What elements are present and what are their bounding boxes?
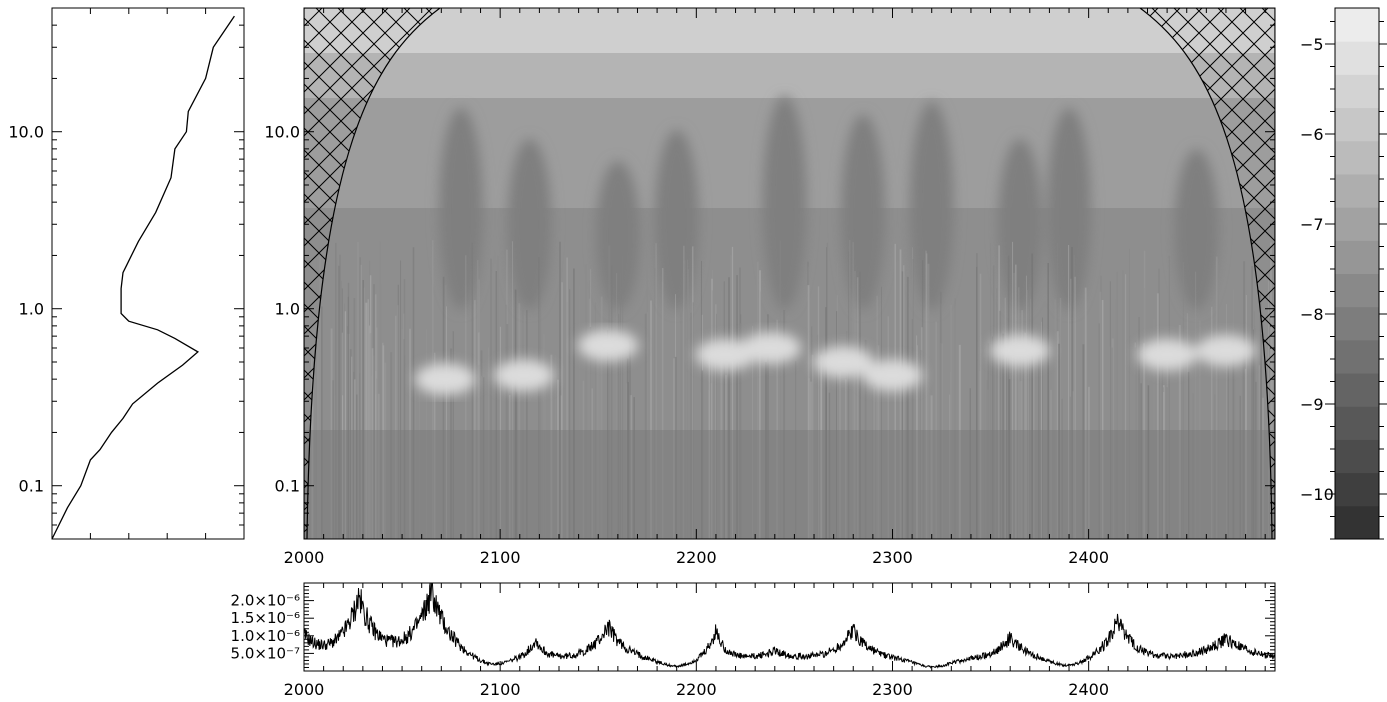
colorbar-level <box>1335 406 1379 440</box>
power-plume <box>997 138 1042 310</box>
cone-of-influence-right <box>1138 8 1275 539</box>
colorbar-level <box>1335 339 1379 374</box>
time-series-frame <box>303 582 1276 672</box>
power-bright-blob <box>862 359 923 392</box>
power-bright-blob <box>989 334 1050 367</box>
power-bright-blob <box>813 346 874 378</box>
power-bright-blob <box>578 329 639 362</box>
power-plume <box>595 160 640 310</box>
colorbar-tick-label: −7 <box>1300 215 1324 234</box>
wavelet-power-xtick-label: 2100 <box>480 548 521 567</box>
wavelet-power-frame <box>303 7 1276 540</box>
power-bright-blob <box>695 338 756 371</box>
colorbar-tick-label: −6 <box>1300 125 1324 144</box>
time-series-xtick-label: 2100 <box>480 680 521 699</box>
colorbar-level <box>1335 173 1379 208</box>
colorbar-level <box>1335 41 1379 75</box>
power-bright-blobs <box>415 329 1256 396</box>
global-spectrum-ytick-label: 0.1 <box>19 477 44 496</box>
power-band-low <box>304 430 1275 539</box>
colorbar-frame <box>1334 7 1380 540</box>
colorbar-level <box>1335 505 1379 540</box>
colorbar-level <box>1335 472 1379 507</box>
colorbar-level <box>1335 273 1379 308</box>
power-plume <box>438 107 483 310</box>
time-series-xtick-label: 2000 <box>284 680 325 699</box>
power-bright-blob <box>1137 338 1198 371</box>
power-plume <box>1174 149 1219 310</box>
power-plume <box>1047 107 1092 310</box>
global-spectrum-ticks: 10.0 1.0 0.1 <box>8 7 244 540</box>
wavelet-power-xtick-label: 2400 <box>1068 548 1109 567</box>
time-series-ytick-label: 2.0×10⁻⁶ <box>231 592 300 610</box>
time-series-ticks: 2.0×10⁻⁶1.5×10⁻⁶1.0×10⁻⁶5.0×10⁻⁷ 2000 2100… <box>231 582 1275 699</box>
time-series-xtick-label: 2400 <box>1068 680 1109 699</box>
colorbar-level <box>1335 8 1379 42</box>
time-series-panel: 2.0×10⁻⁶1.5×10⁻⁶1.0×10⁻⁶5.0×10⁻⁷ 2000 2100… <box>231 582 1276 699</box>
wavelet-power-ticks: 10.0 1.0 0.1 2000 2100 2200 2300 2400 <box>264 7 1275 567</box>
wavelet-power-xtick-label: 2200 <box>676 548 717 567</box>
power-plume <box>654 129 699 310</box>
wavelet-power-ytick-label: 1.0 <box>275 300 300 319</box>
time-series-xtick-label: 2300 <box>872 680 913 699</box>
global-spectrum-panel: 10.0 1.0 0.1 <box>8 7 245 540</box>
power-plume <box>841 114 886 311</box>
colorbar-level <box>1335 439 1379 474</box>
colorbar-tick-label: −10 <box>1300 485 1334 504</box>
colorbar-level <box>1335 207 1379 241</box>
power-plume <box>507 138 552 310</box>
global-spectrum-frame <box>51 7 245 540</box>
power-bright-blob <box>415 363 476 396</box>
colorbar-level <box>1335 107 1379 142</box>
power-plume <box>909 101 954 310</box>
time-series-line <box>304 583 1275 669</box>
wavelet-power-xtick-label: 2300 <box>872 548 913 567</box>
wavelet-power-ytick-label: 10.0 <box>264 123 300 142</box>
global-spectrum-ytick-label: 1.0 <box>19 300 44 319</box>
time-series-ytick-label: 5.0×10⁻⁷ <box>231 644 300 662</box>
colorbar-level <box>1335 140 1379 175</box>
colorbar-level <box>1335 373 1379 407</box>
wavelet-power-xtick-label: 2000 <box>284 548 325 567</box>
time-series-ytick-label: 1.0×10⁻⁶ <box>231 627 300 645</box>
wavelet-power-ytick-label: 0.1 <box>275 477 300 496</box>
global-spectrum-line <box>51 15 235 540</box>
wavelet-power-panel: 10.0 1.0 0.1 2000 2100 2200 2300 2400 <box>264 7 1276 567</box>
power-band-cap <box>304 8 1275 53</box>
colorbar-level <box>1335 74 1379 109</box>
colorbar-level <box>1335 306 1379 341</box>
time-series-ytick-label: 1.5×10⁻⁶ <box>231 609 300 627</box>
colorbar-levels <box>1335 8 1379 540</box>
power-streaks <box>311 240 1274 539</box>
time-series-xtick-label: 2200 <box>676 680 717 699</box>
colorbar-panel: −5 −6 −7 −8 −9 −10 <box>1300 7 1387 540</box>
colorbar-tick-label: −9 <box>1300 395 1324 414</box>
global-spectrum-ytick-label: 10.0 <box>8 123 44 142</box>
power-bright-blob <box>740 331 801 364</box>
cone-of-influence-left <box>304 8 442 539</box>
colorbar-tick-label: −8 <box>1300 305 1324 324</box>
power-bright-blob <box>493 359 554 392</box>
colorbar-level <box>1335 240 1379 274</box>
colorbar-tick-label: −5 <box>1300 35 1324 54</box>
power-plume <box>762 95 807 310</box>
power-bright-blob <box>1195 334 1256 367</box>
colorbar-ticks: −5 −6 −7 −8 −9 −10 <box>1300 21 1387 540</box>
